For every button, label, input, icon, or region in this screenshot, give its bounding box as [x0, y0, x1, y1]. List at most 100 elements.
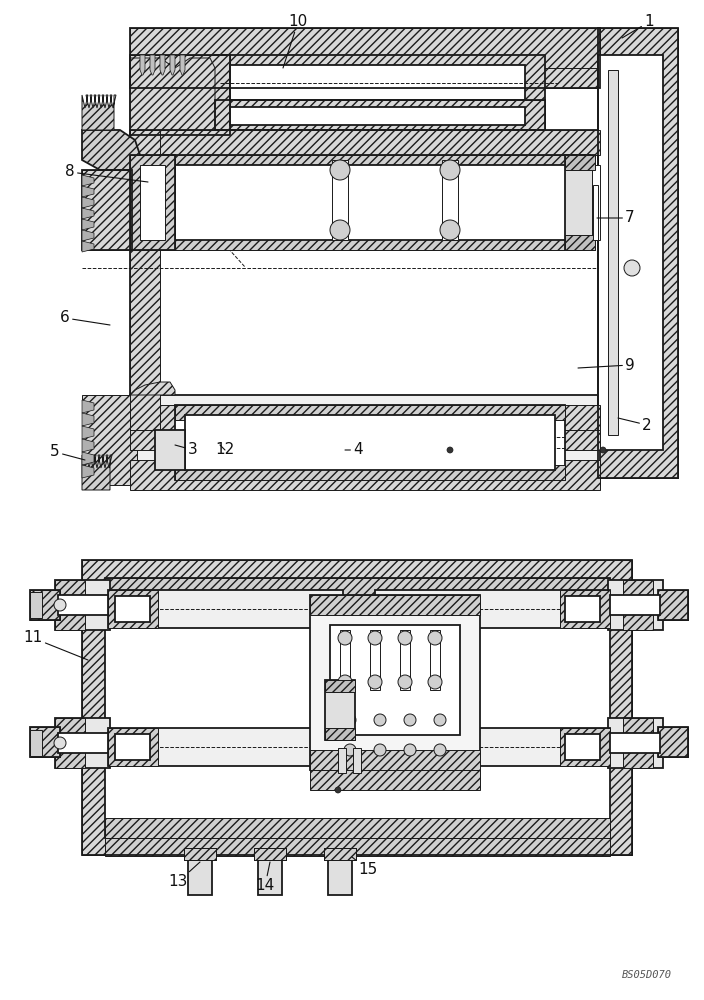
Bar [598, 28, 678, 478]
Bar [623, 718, 653, 768]
Polygon shape [130, 58, 215, 135]
Bar [130, 55, 230, 135]
Bar [330, 625, 460, 735]
Bar [175, 405, 565, 480]
Bar [565, 235, 595, 250]
Bar [184, 848, 216, 860]
Text: 6: 6 [60, 310, 110, 326]
Bar [325, 728, 355, 740]
Bar [215, 100, 545, 130]
Bar [130, 460, 600, 490]
Bar [608, 718, 663, 768]
Circle shape [338, 675, 352, 689]
Bar [328, 855, 352, 895]
Bar [130, 130, 600, 430]
Circle shape [434, 744, 446, 756]
Bar [108, 728, 158, 766]
Polygon shape [82, 175, 94, 186]
Text: 13: 13 [168, 862, 200, 890]
Bar [130, 130, 600, 155]
Circle shape [335, 787, 341, 793]
Circle shape [398, 675, 412, 689]
Bar [160, 235, 590, 250]
Bar [160, 155, 590, 170]
Bar [560, 728, 610, 766]
Bar [130, 405, 600, 430]
Bar [130, 28, 600, 88]
Bar [55, 718, 110, 768]
Text: 7: 7 [597, 211, 635, 226]
Bar [610, 733, 660, 753]
Bar [230, 107, 525, 125]
Polygon shape [82, 219, 94, 230]
Bar [332, 160, 348, 240]
Text: 12: 12 [215, 442, 234, 458]
Text: BS05D070: BS05D070 [622, 970, 672, 980]
Circle shape [330, 220, 350, 240]
Bar [82, 395, 137, 485]
Bar [430, 630, 440, 690]
Circle shape [54, 599, 66, 611]
Bar [310, 770, 480, 790]
Bar [610, 595, 660, 615]
Bar [108, 590, 158, 628]
Bar [130, 28, 600, 88]
Bar [324, 848, 356, 860]
Polygon shape [170, 55, 175, 75]
Bar [130, 155, 175, 250]
Bar [230, 65, 525, 100]
Bar [565, 155, 595, 250]
Circle shape [428, 631, 442, 645]
Bar [658, 590, 688, 620]
Bar [30, 590, 60, 620]
Bar [324, 848, 356, 860]
Bar [593, 185, 598, 240]
Bar [30, 730, 42, 756]
Bar [160, 155, 590, 250]
Polygon shape [82, 452, 94, 465]
Circle shape [624, 260, 640, 276]
Polygon shape [82, 455, 112, 490]
Polygon shape [82, 186, 94, 197]
Circle shape [447, 447, 453, 453]
Circle shape [404, 714, 416, 726]
Text: 11: 11 [23, 631, 88, 660]
Bar [565, 734, 600, 760]
Bar [175, 405, 565, 420]
Bar [130, 130, 160, 430]
Polygon shape [82, 241, 94, 252]
Circle shape [330, 160, 350, 180]
Bar [58, 733, 108, 753]
Bar [370, 630, 380, 690]
Text: 15: 15 [352, 857, 377, 878]
Text: 1: 1 [622, 14, 654, 38]
Polygon shape [82, 439, 94, 452]
Bar [105, 578, 610, 838]
Bar [442, 160, 458, 240]
Bar [608, 70, 618, 435]
Circle shape [428, 675, 442, 689]
Bar [105, 578, 610, 598]
Polygon shape [82, 426, 94, 439]
Bar [130, 155, 175, 250]
Bar [375, 728, 610, 766]
Circle shape [338, 631, 352, 645]
Text: 4: 4 [345, 442, 363, 458]
Bar [658, 727, 688, 757]
Polygon shape [82, 230, 94, 241]
Bar [338, 748, 346, 773]
Polygon shape [82, 95, 116, 130]
Bar [30, 590, 60, 620]
Circle shape [440, 220, 460, 240]
Bar [254, 848, 286, 860]
Circle shape [600, 447, 606, 453]
Text: 9: 9 [578, 358, 635, 372]
Bar [565, 155, 595, 170]
Bar [130, 395, 600, 485]
Polygon shape [82, 413, 94, 426]
Circle shape [398, 631, 412, 645]
Bar [658, 590, 688, 620]
Bar [130, 28, 600, 68]
Bar [30, 727, 60, 757]
Bar [623, 580, 653, 630]
